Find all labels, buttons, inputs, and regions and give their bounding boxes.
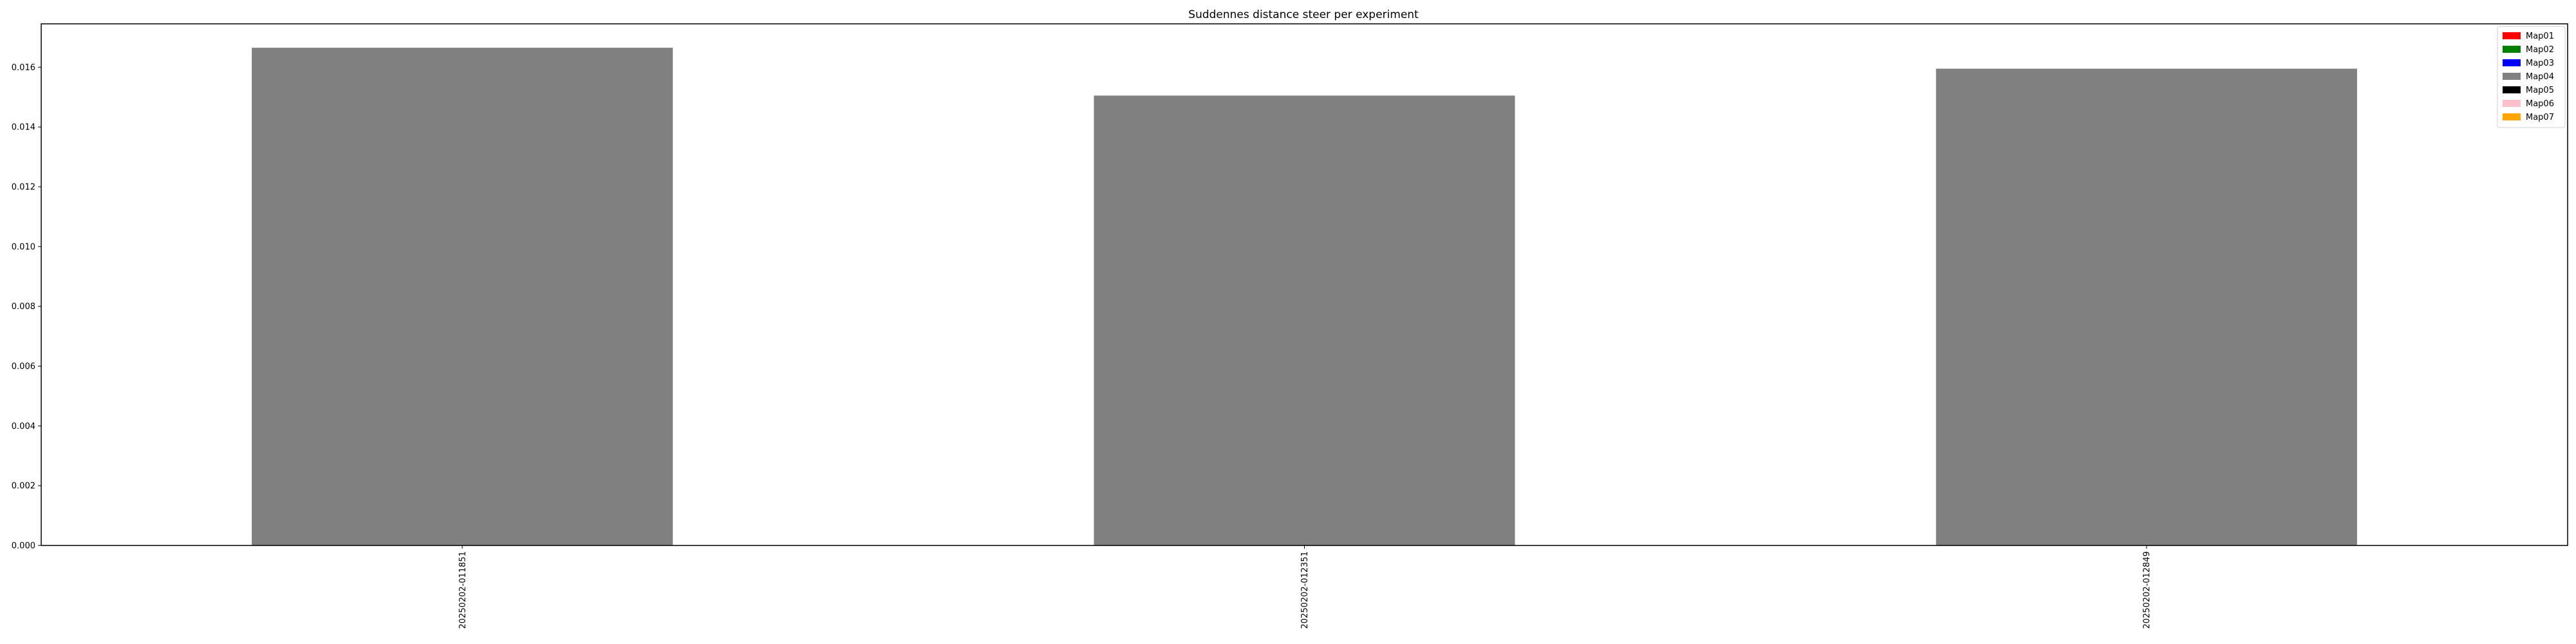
bars-layer <box>251 48 2358 545</box>
x-tick-label: 20250202-012849 <box>2143 551 2152 629</box>
x-tick-label: 20250202-012351 <box>1300 551 1310 629</box>
legend-label: Map04 <box>2526 72 2554 82</box>
x-axis: 20250202-011851 20250202-012351 20250202-0… <box>458 545 2152 629</box>
y-tick-label: 0.004 <box>12 422 35 431</box>
y-tick-label: 0.016 <box>12 63 35 73</box>
y-tick-label: 0.000 <box>12 542 35 551</box>
y-tick-label: 0.014 <box>12 123 35 133</box>
legend-label: Map07 <box>2526 113 2554 122</box>
legend-swatch <box>2503 86 2521 93</box>
legend-label: Map03 <box>2526 59 2554 68</box>
bar <box>1936 68 2358 545</box>
bar <box>1094 95 1515 545</box>
legend-swatch <box>2503 59 2521 66</box>
chart-title: Suddennes distance steer per experiment <box>1188 8 1419 21</box>
y-axis: 0.000 0.002 0.004 0.006 0.008 0.010 0.012 0.014… <box>12 63 41 551</box>
y-tick-label: 0.008 <box>12 302 35 312</box>
legend-label: Map01 <box>2526 32 2554 41</box>
x-tick-label: 20250202-011851 <box>458 551 468 629</box>
legend-label: Map05 <box>2526 86 2554 95</box>
y-tick-label: 0.002 <box>12 482 35 491</box>
legend-swatch <box>2503 46 2521 53</box>
legend-swatch <box>2503 73 2521 80</box>
y-tick-label: 0.012 <box>12 182 35 192</box>
y-tick-label: 0.006 <box>12 362 35 372</box>
legend-swatch <box>2503 113 2521 120</box>
legend-label: Map02 <box>2526 45 2554 55</box>
bar <box>251 48 673 545</box>
legend-swatch <box>2503 100 2521 107</box>
legend: Map01 Map02 Map03 Map04 Map05 Map06 Map07 <box>2497 26 2566 128</box>
legend-label: Map06 <box>2526 99 2554 109</box>
legend-swatch <box>2503 32 2521 39</box>
y-tick-label: 0.010 <box>12 242 35 252</box>
